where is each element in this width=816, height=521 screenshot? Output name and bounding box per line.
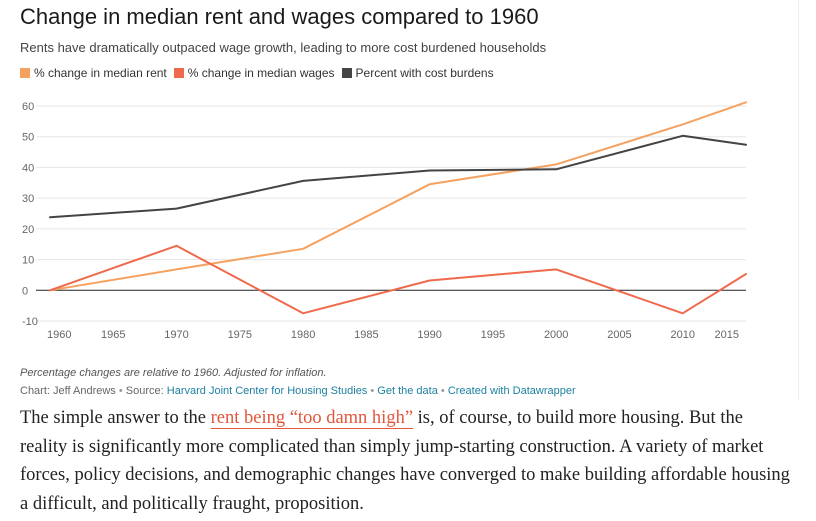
y-tick-label: -10 [22,316,38,328]
x-tick-label: 1985 [354,329,378,341]
legend-item-rent: % change in median rent [20,66,167,80]
legend-swatch-rent [20,68,30,78]
y-tick-label: 20 [22,224,34,236]
legend-swatch-cost-burden [341,68,352,78]
x-tick-label: 1975 [228,329,252,341]
y-tick-label: 50 [22,132,34,144]
y-tick-label: 60 [22,101,34,113]
x-tick-label: 1995 [481,329,505,341]
datawrapper-link[interactable]: Created with Datawrapper [447,385,576,397]
x-tick-label: 2015 [715,329,739,341]
article-paragraph: The simple answer to the rent being “too… [20,404,790,518]
line-chart: -10 0 10 20 30 40 50 60 1960 1965 1970 1975 1980 1985… [22,101,747,341]
article-text-before: The simple answer to the [20,408,211,428]
series-line-1 [49,244,747,315]
x-tick-label: 1980 [291,329,315,341]
chart-credits: Chart: Jeff Andrews • Source: Harvard Jo… [20,385,576,397]
x-tick-label: 1965 [101,329,125,341]
legend-swatch-wages [173,68,184,78]
credit-separator: • [118,385,123,397]
article-body: The simple answer to the rent being “too… [20,404,790,518]
x-tick-label: 2000 [544,329,568,341]
credit-separator: • [370,385,375,397]
credit-author: Chart: Jeff Andrews [20,385,116,397]
legend-label-cost-burden: Percent with cost burdens [355,66,494,80]
x-tick-label: 1960 [47,329,71,341]
get-data-link[interactable]: Get the data [377,385,438,397]
y-tick-label: 10 [22,255,34,267]
y-tick-label: 0 [22,285,28,297]
x-tick-label: 1990 [417,329,441,341]
source-link[interactable]: Harvard Joint Center for Housing Studies [166,385,368,397]
legend-label-wages: % change in median wages [187,66,335,80]
page-edge-rule [798,0,799,400]
x-tick-label: 2005 [607,329,631,341]
series-line-0 [49,101,747,292]
credit-separator: • [440,385,445,397]
y-tick-label: 30 [22,193,34,205]
legend-item-cost-burden: Percent with cost burdens [341,66,494,80]
chart-notes: Percentage changes are relative to 1960.… [20,367,327,379]
x-tick-label: 2010 [670,329,694,341]
y-tick-label: 40 [22,162,34,174]
article-text-after: is, of course, to build more housing. Bu… [20,408,790,514]
chart-subtitle: Rents have dramatically outpaced wage gr… [20,40,547,55]
chart-legend: % change in median rent % change in medi… [20,66,501,80]
series-line-2 [49,134,747,219]
rent-too-high-link[interactable]: rent being “too damn high” [210,408,414,429]
chart-title: Change in median rent and wages compared… [20,4,539,29]
legend-item-wages: % change in median wages [173,66,335,80]
credit-source-label: Source: [125,385,164,397]
legend-label-rent: % change in median rent [34,66,167,80]
x-tick-label: 1970 [164,329,188,341]
